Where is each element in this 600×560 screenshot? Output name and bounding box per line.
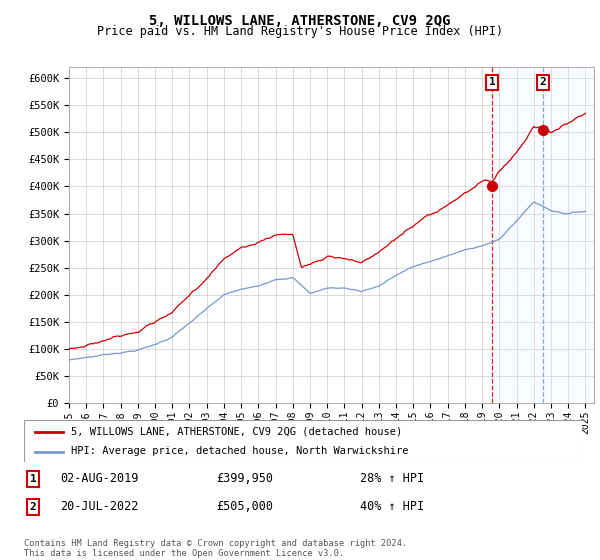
- Bar: [492, 67, 594, 403]
- Text: 5, WILLOWS LANE, ATHERSTONE, CV9 2QG: 5, WILLOWS LANE, ATHERSTONE, CV9 2QG: [149, 14, 451, 28]
- Text: HPI: Average price, detached house, North Warwickshire: HPI: Average price, detached house, Nort…: [71, 446, 409, 456]
- Text: Price paid vs. HM Land Registry's House Price Index (HPI): Price paid vs. HM Land Registry's House …: [97, 25, 503, 38]
- Text: £505,000: £505,000: [216, 500, 273, 514]
- Text: Contains HM Land Registry data © Crown copyright and database right 2024.
This d: Contains HM Land Registry data © Crown c…: [24, 539, 407, 558]
- Text: 2: 2: [539, 77, 547, 87]
- Text: £399,950: £399,950: [216, 472, 273, 486]
- Text: 1: 1: [29, 474, 37, 484]
- Text: 1: 1: [489, 77, 496, 87]
- Text: 20-JUL-2022: 20-JUL-2022: [60, 500, 139, 514]
- Text: 28% ↑ HPI: 28% ↑ HPI: [360, 472, 424, 486]
- Text: 5, WILLOWS LANE, ATHERSTONE, CV9 2QG (detached house): 5, WILLOWS LANE, ATHERSTONE, CV9 2QG (de…: [71, 427, 403, 437]
- Text: 40% ↑ HPI: 40% ↑ HPI: [360, 500, 424, 514]
- Text: 02-AUG-2019: 02-AUG-2019: [60, 472, 139, 486]
- Text: 2: 2: [29, 502, 37, 512]
- FancyBboxPatch shape: [24, 420, 582, 462]
